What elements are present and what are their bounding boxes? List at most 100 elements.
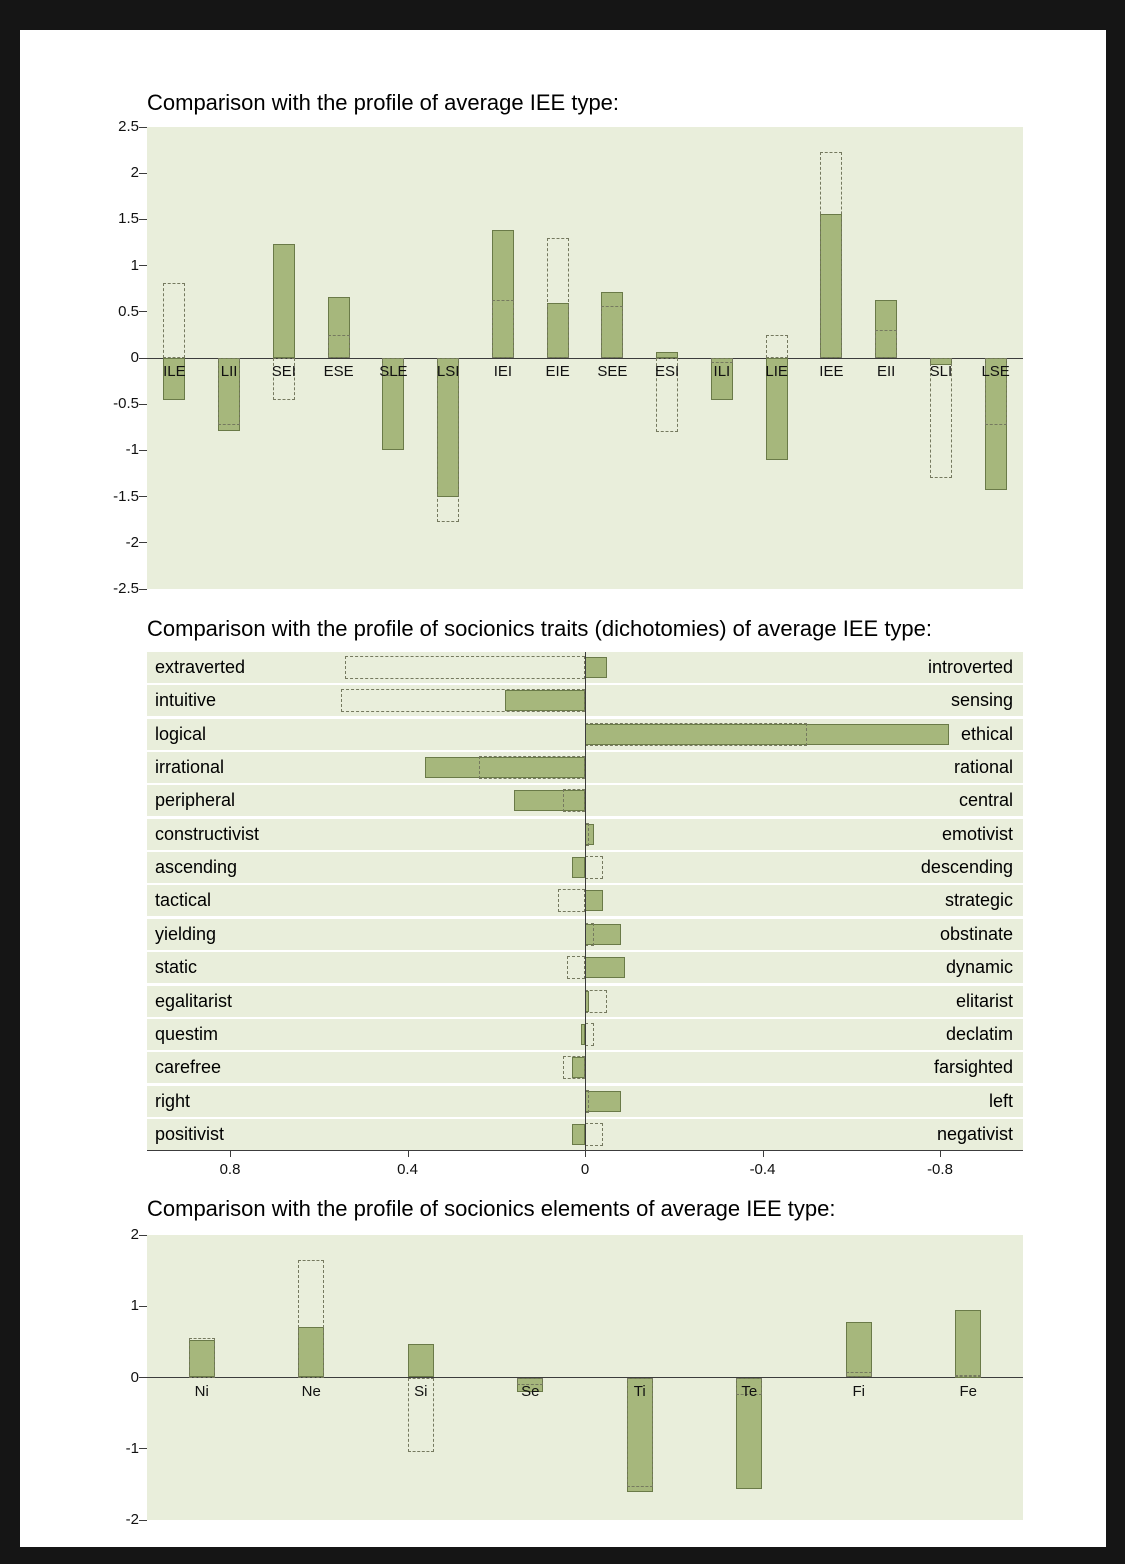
xtick-label: 0.8 <box>219 1161 241 1179</box>
cat-label-SLE: SLE <box>379 363 408 380</box>
bar-dashed-IEI <box>491 299 514 358</box>
bar-dashed-LIE <box>765 334 788 358</box>
bar-solid-ILE <box>163 358 186 400</box>
trait-label-irrational: irrational <box>155 757 225 778</box>
cat-label-Ne: Ne <box>301 1382 321 1400</box>
bar-solid-questim <box>580 1023 585 1045</box>
ytick-mark <box>139 126 147 128</box>
trait-label-intuitive: intuitive <box>155 690 217 711</box>
trait-label-positivist: positivist <box>155 1123 225 1144</box>
trait-label-constructivist: constructivist <box>155 823 260 844</box>
ytick-label: -2.5 <box>113 580 139 597</box>
ytick-label: -1.5 <box>113 487 139 505</box>
cat-label-SLI: SLI <box>929 363 953 380</box>
bar-solid-SEI <box>272 244 295 358</box>
ytick-mark <box>139 218 147 220</box>
bar-dashed-ILI <box>710 358 733 363</box>
cat-label-ESE: ESE <box>323 363 354 380</box>
ytick-label: 0.5 <box>118 302 139 320</box>
cat-label-Te: Te <box>741 1382 758 1400</box>
xtick-mark <box>762 1150 764 1158</box>
trait-label-ascending: ascending <box>155 857 238 878</box>
bar-dashed-Ne <box>298 1259 325 1378</box>
frame-left <box>0 0 20 1564</box>
bar-dashed-Ni <box>188 1338 215 1378</box>
trait-label-yielding: yielding <box>155 923 217 944</box>
bar-dashed-irrational <box>478 756 585 780</box>
cat-label-ILI: ILI <box>713 363 731 380</box>
bar-dashed-ESE <box>327 334 350 358</box>
bar-dashed-SLI <box>929 358 952 479</box>
bar-dashed-SLE <box>382 358 405 377</box>
frame-bottom <box>0 1547 1125 1564</box>
cat-label-IEE: IEE <box>819 363 844 380</box>
xtick-mark <box>230 1150 231 1158</box>
bar-dashed-Fi <box>845 1371 872 1378</box>
ytick-mark <box>139 311 147 313</box>
ytick-mark <box>139 1448 147 1450</box>
ytick-label: -0.5 <box>113 395 139 413</box>
cat-label-LSE: LSE <box>981 363 1010 380</box>
bar-dashed-SEE <box>601 306 624 358</box>
trait-label-descending: descending <box>920 857 1013 878</box>
ytick-label: 1.5 <box>118 210 139 228</box>
ytick-label: 1 <box>130 1297 139 1315</box>
bar-solid-ESI <box>656 352 679 358</box>
bar-solid-Fi <box>845 1321 872 1378</box>
ytick-label: 2 <box>130 164 139 182</box>
ytick-mark <box>139 172 147 174</box>
bar-dashed-EII <box>875 330 898 358</box>
bar-dashed-SEI <box>272 358 295 400</box>
ytick-label: -1 <box>125 441 139 459</box>
ytick-mark <box>139 588 147 590</box>
cat-label-SEI: SEI <box>271 363 296 380</box>
bar-dashed-extraverted <box>345 656 585 679</box>
cat-label-SEE: SEE <box>597 363 628 380</box>
trait-label-static: static <box>155 957 198 978</box>
trait-label-right: right <box>155 1090 191 1111</box>
bar-dashed-LII <box>218 358 241 426</box>
bar-solid-positivist <box>571 1123 585 1145</box>
trait-label-sensing: sensing <box>950 690 1013 711</box>
bar-dashed-intuitive <box>340 689 585 713</box>
trait-label-introverted: introverted <box>927 657 1013 677</box>
ytick-mark <box>139 403 147 405</box>
cat-label-LII: LII <box>220 363 238 380</box>
bar-dashed-ESI <box>656 358 679 432</box>
ytick-mark <box>139 1377 147 1378</box>
bar-dashed-tactical <box>558 889 585 913</box>
chart2-title: Comparison with the profile of socionics… <box>147 616 933 641</box>
cat-label-Ti: Ti <box>633 1382 646 1400</box>
trait-label-declatim: declatim <box>945 1023 1013 1044</box>
xtick-label: 0.4 <box>397 1161 418 1179</box>
ytick-mark <box>139 496 147 498</box>
ytick-mark <box>139 1305 147 1307</box>
cat-label-EIE: EIE <box>545 363 570 380</box>
bar-solid-Fe <box>955 1309 982 1378</box>
trait-label-carefree: carefree <box>155 1057 222 1078</box>
cat-label-LSI: LSI <box>436 363 460 380</box>
xtick-label: -0.8 <box>927 1161 953 1179</box>
ytick-mark <box>139 1519 147 1521</box>
cat-label-Fe: Fe <box>959 1382 977 1400</box>
zero-line <box>147 357 1023 359</box>
cat-label-Se: Se <box>521 1382 540 1400</box>
frame-right <box>1106 0 1125 1564</box>
ytick-mark <box>139 265 147 267</box>
trait-label-peripheral: peripheral <box>155 790 236 811</box>
bar-dashed-EIE <box>546 237 569 358</box>
cat-label-LIE: LIE <box>765 363 788 380</box>
bar-dashed-IEE <box>820 151 843 358</box>
cat-label-IEI: IEI <box>493 363 513 380</box>
chart3-title: Comparison with the profile of socionics… <box>147 1196 836 1221</box>
xtick-mark <box>585 1150 586 1158</box>
trait-label-logical: logical <box>155 723 207 744</box>
bar-dashed-Se <box>517 1377 544 1385</box>
bar-dashed-peripheral <box>562 789 585 813</box>
bar-dashed-static <box>567 956 585 980</box>
cat-label-ESI: ESI <box>655 363 680 380</box>
chart2-zero-line <box>585 652 586 1158</box>
ytick-label: 2.5 <box>118 118 139 135</box>
zero-line <box>147 1377 1023 1378</box>
